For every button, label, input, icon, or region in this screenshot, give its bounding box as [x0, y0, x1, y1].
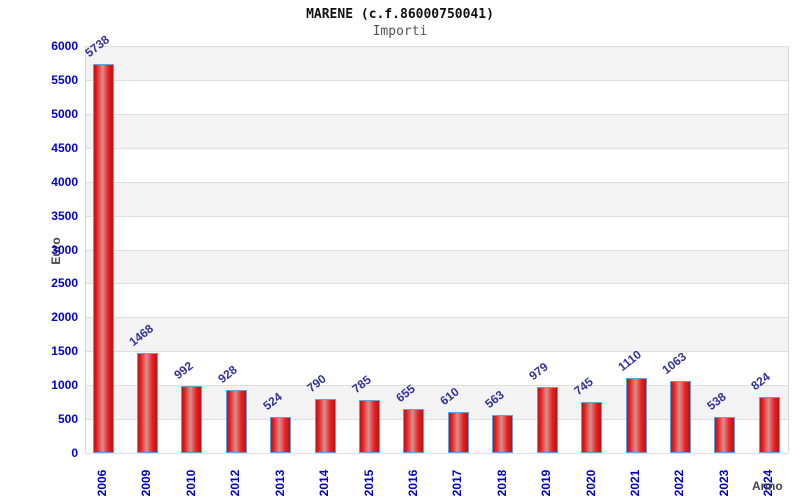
y-tick-label: 2500: [51, 276, 78, 291]
x-tick-label: 2014: [317, 469, 332, 497]
bar-2020: [581, 402, 603, 453]
x-tick-label: 2009: [139, 469, 154, 497]
x-tick-label: 2019: [539, 469, 554, 497]
y-tick-label: 1500: [51, 344, 78, 359]
y-tick-label: 4500: [51, 140, 78, 155]
y-tick-label: 0: [71, 446, 78, 460]
bar-2010: [181, 385, 203, 453]
x-tick-label: 2021: [628, 469, 643, 497]
bar-2023: [714, 416, 736, 453]
y-tick-label: 500: [57, 412, 78, 427]
x-tick-label: 2018: [494, 469, 509, 497]
y-tick-label: 2000: [51, 310, 78, 325]
bar-2022: [669, 380, 691, 453]
x-tick-label: 2015: [361, 469, 376, 497]
y-tick-label: 4000: [51, 174, 78, 189]
bar-2015: [359, 399, 381, 453]
bar-2012: [225, 390, 247, 453]
bar-2021: [625, 377, 647, 453]
y-tick-label: 3500: [51, 208, 78, 223]
grid-band: [86, 79, 788, 114]
bar-2006: [92, 63, 114, 453]
x-tick-label: 2010: [183, 469, 198, 497]
bar-2018: [492, 414, 514, 453]
y-tick-label: 5500: [51, 72, 78, 87]
chart-title: MARENE (c.f.86000750041): [306, 7, 494, 22]
grid-band: [86, 351, 788, 386]
bar-2024: [758, 397, 780, 453]
y-tick-label: 6000: [51, 39, 78, 53]
x-axis-line: [86, 453, 788, 454]
x-tick-label: 2013: [272, 469, 287, 497]
y-tick-label: 1000: [51, 378, 78, 393]
x-tick-label: 2006: [95, 469, 109, 497]
grid-band: [86, 147, 788, 182]
grid-band: [86, 113, 788, 148]
x-tick-label: 2022: [672, 469, 687, 497]
bar-2014: [314, 399, 336, 453]
grid-band: [86, 46, 788, 80]
bar-2019: [536, 386, 558, 453]
plot-area: 5738 1468 992 928 524 790 785 655 610 563 979 745 11…: [82, 32, 789, 454]
y-tick-label: 5000: [51, 106, 78, 121]
bar-2016: [403, 408, 425, 453]
grid-band: [86, 317, 788, 352]
bar-2009: [136, 353, 158, 453]
y-tick-label: 3000: [51, 242, 78, 257]
bar-2017: [447, 411, 469, 453]
x-tick-label: 2016: [405, 469, 420, 497]
bar-2013: [270, 417, 292, 453]
chart-subtitle: Importi: [372, 24, 428, 39]
x-tick-label: 2017: [450, 469, 465, 497]
x-tick-label: 2012: [228, 469, 243, 497]
grid-band: [86, 215, 788, 250]
x-tick-label: 2023: [716, 469, 731, 497]
grid-band: [86, 283, 788, 318]
grid-band: [86, 181, 788, 216]
grid-band: [86, 249, 788, 284]
x-tick-label: 2020: [583, 469, 598, 497]
x-axis-label: Anno: [752, 479, 783, 493]
